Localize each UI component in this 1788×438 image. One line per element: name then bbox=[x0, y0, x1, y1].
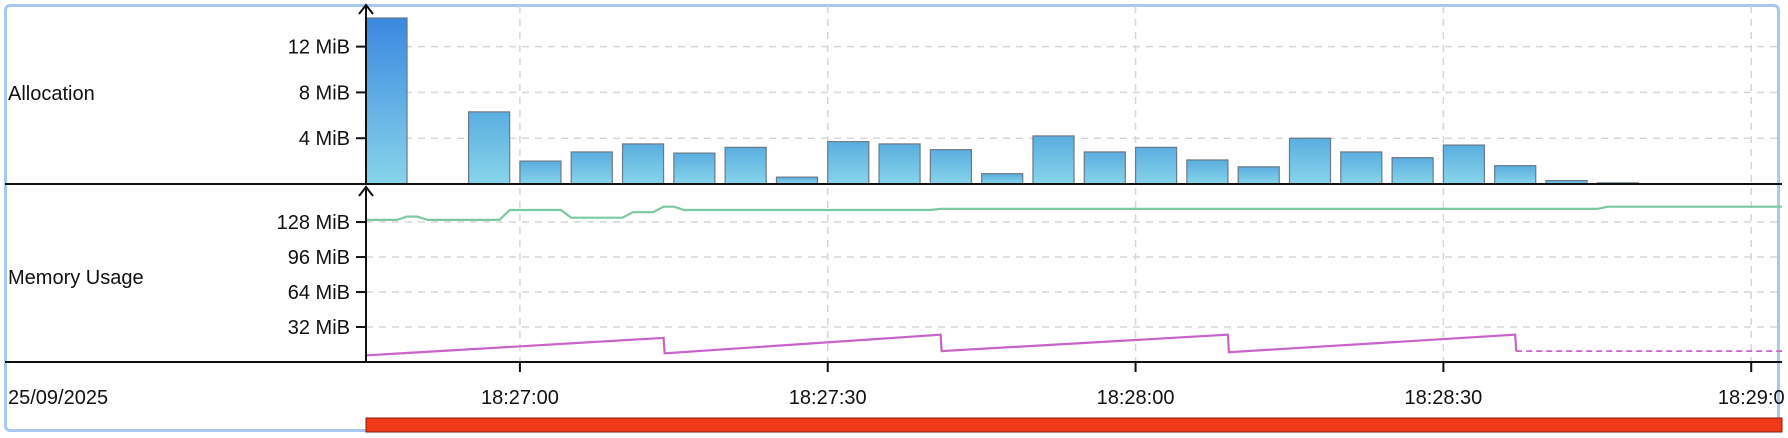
memory-lines bbox=[365, 205, 1782, 357]
memory-y-tick-label: 64 MiB bbox=[288, 282, 350, 304]
allocation-bar bbox=[468, 111, 511, 185]
time-tick-label: 18:29:0 bbox=[1718, 387, 1785, 409]
grid-lines bbox=[366, 6, 1782, 362]
y-axis-ticks: 4 MiB 8 MiB 12 MiB 32 MiB 64 MiB 96 MiB 128 Mi… bbox=[277, 37, 366, 339]
committed-memory-line bbox=[366, 205, 1782, 221]
allocation-bar bbox=[1494, 165, 1537, 185]
time-tick-label: 18:27:00 bbox=[481, 387, 559, 409]
used-memory-line bbox=[365, 333, 1518, 357]
allocation-bar bbox=[878, 143, 921, 185]
allocation-bar bbox=[1237, 166, 1280, 185]
allocation-bar bbox=[1442, 144, 1486, 185]
profiler-frame bbox=[4, 4, 1780, 432]
allocation-y-axis-arrow bbox=[358, 3, 374, 15]
allocation-bar bbox=[519, 160, 562, 185]
allocation-y-tick-label: 12 MiB bbox=[288, 37, 350, 59]
allocation-bar bbox=[1340, 151, 1383, 185]
allocation-y-tick-label: 4 MiB bbox=[299, 128, 350, 150]
allocation-bar bbox=[1083, 151, 1126, 185]
allocation-bar bbox=[981, 173, 1024, 185]
allocation-panel-label: Allocation bbox=[8, 83, 95, 105]
allocation-bar bbox=[724, 146, 767, 185]
allocation-y-tick-label: 8 MiB bbox=[299, 82, 350, 104]
date-label: 25/09/2025 bbox=[8, 387, 108, 409]
allocation-bar bbox=[365, 17, 408, 185]
memory-y-tick-label: 128 MiB bbox=[277, 212, 350, 234]
memory-y-tick-label: 32 MiB bbox=[288, 317, 350, 339]
allocation-bar bbox=[775, 176, 819, 185]
allocation-bar bbox=[1288, 137, 1332, 185]
time-tick-label: 18:27:30 bbox=[789, 387, 867, 409]
allocation-bar bbox=[621, 143, 665, 185]
memory-y-axis-arrow bbox=[358, 185, 374, 197]
allocation-bar bbox=[673, 152, 716, 185]
allocation-bars bbox=[365, 17, 1639, 185]
time-tick-label: 18:28:00 bbox=[1097, 387, 1175, 409]
memory-y-tick-label: 96 MiB bbox=[288, 247, 350, 269]
allocation-bar bbox=[1391, 157, 1434, 185]
memory-usage-panel-label: Memory Usage bbox=[8, 267, 144, 289]
time-tick-label: 18:28:30 bbox=[1404, 387, 1482, 409]
time-range-bar[interactable] bbox=[365, 417, 1783, 433]
allocation-bar bbox=[1134, 146, 1178, 185]
allocation-bar bbox=[1186, 159, 1229, 185]
allocation-bar bbox=[827, 141, 870, 185]
allocation-bar bbox=[570, 151, 613, 185]
allocation-bar bbox=[929, 149, 972, 185]
time-axis-ticks: 18:27:00 18:27:30 18:28:00 18:28:30 18:29:0 bbox=[481, 362, 1785, 409]
allocation-bar bbox=[1032, 135, 1075, 185]
